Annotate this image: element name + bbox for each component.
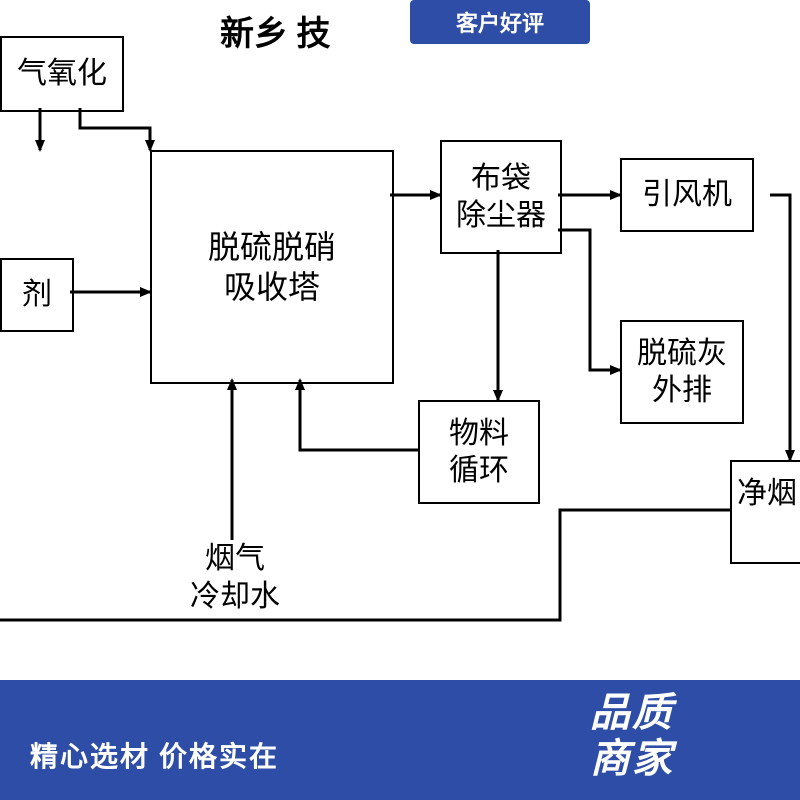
edge-e-ox-right bbox=[80, 108, 150, 150]
badge-customer-praise: 客户好评 bbox=[410, 0, 590, 44]
node-label: 脱硫灰 外排 bbox=[637, 335, 727, 410]
edge-e-clean-left bbox=[0, 510, 730, 620]
brand-main: 品质 商家 bbox=[590, 690, 674, 782]
node-cleangas: 净烟 bbox=[730, 460, 800, 564]
node-label: 烟气 冷却水 bbox=[190, 542, 280, 613]
node-label: 脱硫脱硝 吸收塔 bbox=[208, 227, 336, 307]
badge-text: 客户好评 bbox=[456, 6, 544, 38]
node-label: 物料 循环 bbox=[449, 415, 509, 490]
node-oxidize: 气氧化 bbox=[0, 36, 124, 112]
brand-line2: 商家 bbox=[590, 736, 674, 782]
node-coolwater: 烟气 冷却水 bbox=[170, 540, 300, 630]
diagram-title: 新乡 技 bbox=[220, 6, 331, 55]
edge-e-rec-abs bbox=[300, 380, 418, 450]
node-ashout: 脱硫灰 外排 bbox=[620, 320, 744, 424]
node-label: 引风机 bbox=[642, 176, 732, 214]
diagram-stage: { "canvas": { "width": 800, "height": 80… bbox=[0, 0, 800, 800]
brand-line1: 品质 bbox=[590, 690, 674, 736]
edge-e-fan-down bbox=[770, 195, 790, 460]
node-bagfilter: 布袋 除尘器 bbox=[440, 140, 562, 254]
node-label: 净烟 bbox=[737, 475, 797, 550]
brand-small-text: 精心选材 价格实在 bbox=[30, 742, 279, 773]
brand-small: 精心选材 价格实在 bbox=[30, 742, 279, 774]
node-fan: 引风机 bbox=[620, 158, 754, 232]
node-recycle: 物料 循环 bbox=[418, 400, 540, 504]
edge-e-bag-ash bbox=[558, 230, 620, 370]
node-label: 布袋 除尘器 bbox=[456, 160, 546, 235]
brand-bar bbox=[0, 680, 800, 800]
node-absorber: 脱硫脱硝 吸收塔 bbox=[150, 150, 394, 384]
node-agent: 剂 bbox=[0, 258, 74, 332]
title-text: 新乡 技 bbox=[220, 16, 331, 53]
node-label: 剂 bbox=[22, 276, 52, 314]
node-label: 气氧化 bbox=[17, 55, 107, 93]
